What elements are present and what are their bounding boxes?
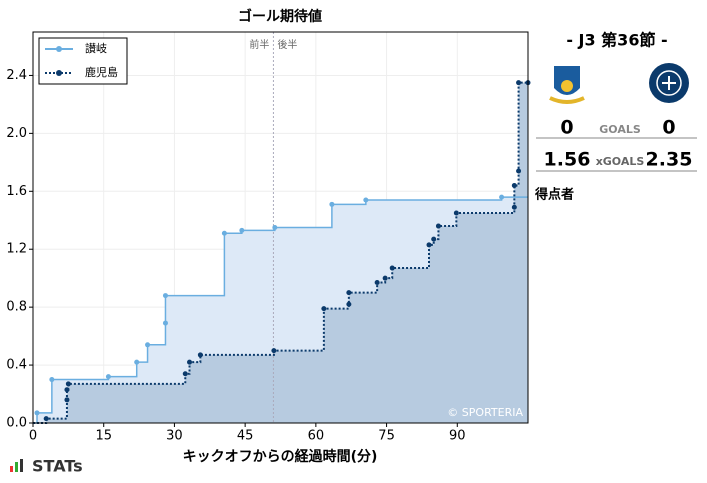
point [65,381,71,387]
point [34,410,40,416]
y-tick-label: 0.4 [6,358,27,373]
away-xg: 2.35 [646,149,693,171]
match-heading: - J3 第36節 - [566,31,667,50]
legend-marker [56,70,62,76]
point [162,293,168,299]
y-tick-label: 0.0 [6,416,27,431]
point [64,387,70,393]
away-crest [649,63,689,103]
point [197,352,203,358]
y-tick-label: 0.8 [6,300,27,315]
y-tick-label: 1.2 [6,242,27,257]
legend-label: 鹿児島 [85,65,118,79]
x-tick-label: 90 [449,429,466,444]
point [516,80,522,86]
point [435,223,441,229]
point [363,197,369,203]
point [187,359,193,365]
point [511,183,517,189]
away-goals: 0 [662,117,675,139]
point [49,377,55,383]
x-tick-label: 60 [308,429,325,444]
y-tick-label: 2.0 [6,126,27,141]
legend [38,37,128,85]
scorers-label: 得点者 [534,187,574,203]
point [64,397,70,403]
half-label: 前半 [249,38,269,51]
point [272,225,278,230]
point [239,227,245,233]
point [431,236,437,242]
x-tick-label: 75 [378,429,395,444]
point [511,204,517,210]
watermark: © SPORTERIA [447,406,523,419]
legend-marker [56,46,62,52]
legend-label: 讃岐 [85,42,107,55]
point [382,275,388,281]
y-tick-label: 1.6 [6,184,27,199]
point [453,210,459,216]
brand-logo [10,459,23,472]
point [389,265,395,271]
chart-title: ゴール期待値 [238,8,322,25]
home-xg: 1.56 [544,149,591,171]
x-axis-label: キックオフからの経過時間(分) [183,448,378,465]
point [374,280,380,286]
point [105,374,111,380]
point [43,416,49,422]
point [134,359,140,365]
point [426,242,432,248]
x-tick-label: 45 [237,429,254,444]
y-tick-label: 2.4 [6,68,27,83]
x-tick-label: 0 [29,429,37,444]
point [321,306,327,312]
point [499,194,505,200]
point [162,320,168,326]
area [33,82,528,424]
point [182,371,188,377]
x-tick-label: 15 [95,429,112,444]
half-label: 後半 [277,38,297,51]
brand: STATs [32,457,83,476]
home-crest [549,66,585,104]
point [145,342,151,348]
plot: 0 15 30 45 60 75 90 0.0 0.4 0.8 1.2 1.6 2.0 2.4 前半 後半 © … [6,31,531,444]
point [221,230,227,236]
point [516,168,522,174]
point [346,290,352,296]
point [329,201,335,207]
plot-frame [32,31,529,424]
point [271,348,277,354]
home-goals: 0 [560,117,573,139]
goals-label: GOALS [599,123,641,136]
xgoals-label: xGOALS [596,155,645,168]
x-tick-label: 30 [166,429,183,444]
point [346,301,352,307]
